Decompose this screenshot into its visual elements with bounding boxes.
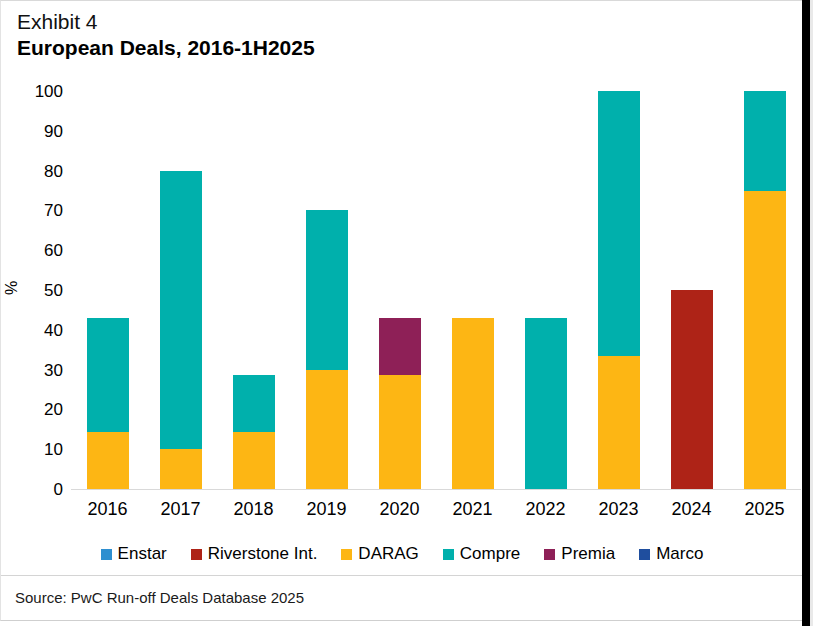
legend-item-Marco: Marco <box>639 544 703 564</box>
y-tick-label: 70 <box>44 202 63 219</box>
bar-segment-2025-Compre <box>744 91 786 191</box>
bar-stack-2016 <box>87 318 129 489</box>
y-tick-label: 90 <box>44 122 63 139</box>
bar-segment-2022-Compre <box>525 318 567 489</box>
bar-segment-2017-DARAG <box>160 449 202 489</box>
legend-swatch-icon <box>639 549 650 560</box>
title-block: Exhibit 4 European Deals, 2016-1H2025 <box>17 9 315 62</box>
chart-panel: Exhibit 4 European Deals, 2016-1H2025 0 1… <box>0 0 802 621</box>
bar-stack-2019 <box>306 210 348 489</box>
legend-swatch-icon <box>443 549 454 560</box>
bar-stack-2018 <box>233 375 275 489</box>
legend-item-Enstar: Enstar <box>101 544 167 564</box>
bar-segment-2018-DARAG <box>233 432 275 489</box>
bar-stack-2025 <box>744 91 786 489</box>
y-tick-label: 60 <box>44 242 63 259</box>
y-tick-label: 0 <box>54 481 63 498</box>
legend-label: Enstar <box>118 544 167 564</box>
y-tick-label: 50 <box>44 282 63 299</box>
bar-segment-2019-DARAG <box>306 370 348 489</box>
legend-swatch-icon <box>101 549 112 560</box>
bar-column-2025 <box>728 91 801 489</box>
bar-segment-2019-Compre <box>306 210 348 369</box>
y-tick-label: 10 <box>44 441 63 458</box>
x-tick-label-2025: 2025 <box>728 499 801 520</box>
y-tick-label: 100 <box>35 83 63 100</box>
y-tick-label: 30 <box>44 361 63 378</box>
x-axis-labels: 2016201720182019202020212022202320242025 <box>71 499 801 520</box>
bar-stack-2022 <box>525 318 567 489</box>
bar-columns <box>71 91 801 489</box>
y-tick-label: 20 <box>44 401 63 418</box>
x-tick-label-2021: 2021 <box>436 499 509 520</box>
legend-swatch-icon <box>341 549 352 560</box>
x-tick-label-2019: 2019 <box>290 499 363 520</box>
x-tick-label-2018: 2018 <box>217 499 290 520</box>
bar-segment-2024-Riverstone Int. <box>671 290 713 489</box>
bar-column-2016 <box>71 91 144 489</box>
bar-stack-2020 <box>379 318 421 489</box>
legend-label: DARAG <box>358 544 418 564</box>
y-tick-label: 40 <box>44 321 63 338</box>
bar-segment-2016-DARAG <box>87 432 129 489</box>
bar-segment-2025-DARAG <box>744 191 786 490</box>
bar-segment-2018-Compre <box>233 375 275 432</box>
bar-column-2023 <box>582 91 655 489</box>
exhibit-label: Exhibit 4 <box>17 9 315 35</box>
window-edge-bar <box>802 0 810 626</box>
x-tick-label-2017: 2017 <box>144 499 217 520</box>
footer-divider <box>1 575 803 576</box>
bar-stack-2024 <box>671 290 713 489</box>
legend: Enstar Riverstone Int. DARAG Compre Premia Ma… <box>1 544 803 564</box>
bar-column-2022 <box>509 91 582 489</box>
bar-stack-2023 <box>598 91 640 489</box>
bar-column-2017 <box>144 91 217 489</box>
plot-area <box>71 91 801 490</box>
x-tick-label-2020: 2020 <box>363 499 436 520</box>
legend-item-Premia: Premia <box>544 544 615 564</box>
bar-segment-2023-DARAG <box>598 356 640 489</box>
x-tick-label-2016: 2016 <box>71 499 144 520</box>
bar-segment-2017-Compre <box>160 171 202 450</box>
bar-column-2020 <box>363 91 436 489</box>
x-tick-label-2023: 2023 <box>582 499 655 520</box>
bar-column-2018 <box>217 91 290 489</box>
bar-stack-2021 <box>452 318 494 489</box>
legend-swatch-icon <box>191 549 202 560</box>
chart-title: European Deals, 2016-1H2025 <box>17 35 315 61</box>
source-note: Source: PwC Run-off Deals Database 2025 <box>15 589 304 606</box>
legend-item-Riverstone Int.: Riverstone Int. <box>191 544 318 564</box>
bar-stack-2017 <box>160 171 202 489</box>
bar-column-2021 <box>436 91 509 489</box>
legend-swatch-icon <box>544 549 555 560</box>
bar-column-2019 <box>290 91 363 489</box>
bar-column-2024 <box>655 91 728 489</box>
legend-item-DARAG: DARAG <box>341 544 418 564</box>
legend-item-Compre: Compre <box>443 544 520 564</box>
y-tick-label: 80 <box>44 162 63 179</box>
bar-segment-2016-Compre <box>87 318 129 432</box>
x-tick-label-2022: 2022 <box>509 499 582 520</box>
legend-label: Marco <box>656 544 703 564</box>
bar-segment-2023-Compre <box>598 91 640 356</box>
legend-label: Compre <box>460 544 520 564</box>
bar-segment-2020-DARAG <box>379 375 421 489</box>
bar-segment-2021-DARAG <box>452 318 494 489</box>
y-axis-title: % <box>3 281 21 295</box>
legend-label: Riverstone Int. <box>208 544 318 564</box>
bar-segment-2020-Premia <box>379 318 421 375</box>
legend-label: Premia <box>561 544 615 564</box>
x-tick-label-2024: 2024 <box>655 499 728 520</box>
document-page: Exhibit 4 European Deals, 2016-1H2025 0 1… <box>0 0 813 626</box>
